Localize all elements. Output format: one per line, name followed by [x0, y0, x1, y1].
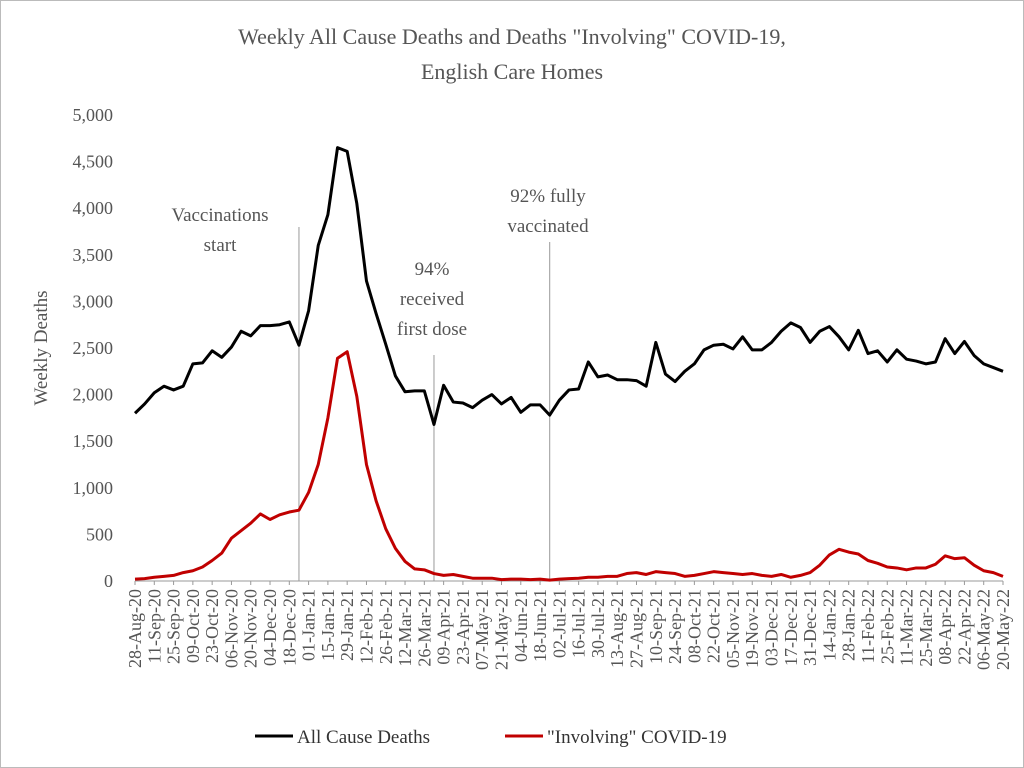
x-tick-label: 25-Sep-20: [164, 589, 184, 664]
legend-label: All Cause Deaths: [297, 727, 430, 748]
annotation: 92% fully: [510, 186, 586, 207]
series-line: [133, 146, 1004, 426]
annotation: first dose: [397, 319, 467, 340]
x-tick-label: 30-Jul-21: [588, 589, 608, 658]
legend-label: "Involving" COVID-19: [547, 727, 727, 748]
x-tick-label: 04-Dec-20: [260, 589, 280, 666]
x-tick-label: 16-Jul-21: [569, 589, 589, 658]
x-tick-label: 28-Aug-20: [125, 589, 145, 668]
y-tick-label: 4,500: [73, 152, 114, 172]
x-tick-label: 18-Jun-21: [530, 589, 550, 662]
y-tick-label: 500: [86, 524, 113, 544]
x-tick-label: 10-Sep-21: [646, 589, 666, 664]
x-tick-label: 06-May-22: [974, 589, 994, 670]
x-tick-label: 29-Jan-21: [337, 589, 357, 661]
y-tick-label: 2,500: [73, 338, 114, 358]
x-tick-label: 09-Apr-21: [434, 589, 454, 665]
x-tick-label: 28-Jan-22: [839, 589, 859, 661]
x-tick-label: 06-Nov-20: [221, 589, 241, 668]
x-tick-label: 25-Mar-22: [916, 589, 936, 667]
x-tick-label: 01-Jan-21: [299, 589, 319, 661]
y-tick-label: 4,000: [73, 198, 114, 218]
x-tick-label: 31-Dec-21: [800, 589, 820, 666]
x-tick-label: 22-Apr-22: [954, 589, 974, 665]
chart-title: English Care Homes: [421, 59, 603, 84]
x-tick-label: 17-Dec-21: [781, 589, 801, 666]
x-tick-label: 19-Nov-21: [742, 589, 762, 668]
x-tick-label: 18-Dec-20: [279, 589, 299, 666]
x-tick-label: 05-Nov-21: [723, 589, 743, 668]
x-tick-label: 11-Mar-22: [897, 589, 917, 666]
x-tick-label: 02-Jul-21: [549, 589, 569, 658]
x-tick-label: 20-May-22: [993, 589, 1013, 670]
x-tick-label: 20-Nov-20: [241, 589, 261, 668]
y-tick-label: 1,500: [73, 431, 114, 451]
x-tick-label: 12-Mar-21: [395, 589, 415, 667]
x-tick-label: 13-Aug-21: [607, 589, 627, 668]
annotation: Vaccinations: [171, 205, 268, 226]
x-tick-label: 09-Oct-20: [183, 589, 203, 663]
x-tick-label: 24-Sep-21: [665, 589, 685, 664]
x-tick-label: 25-Feb-22: [877, 589, 897, 664]
y-tick-label: 3,500: [73, 245, 114, 265]
annotation: start: [204, 235, 237, 256]
x-tick-label: 23-Apr-21: [453, 589, 473, 665]
x-tick-label: 11-Feb-22: [858, 589, 878, 663]
chart-title: Weekly All Cause Deaths and Deaths "Invo…: [238, 24, 786, 49]
y-axis-label: Weekly Deaths: [31, 290, 52, 405]
x-tick-label: 15-Jan-21: [318, 589, 338, 661]
y-tick-label: 2,000: [73, 385, 114, 405]
x-tick-label: 04-Jun-21: [511, 589, 531, 662]
x-tick-label: 07-May-21: [472, 589, 492, 670]
annotation: vaccinated: [507, 216, 589, 237]
y-tick-label: 5,000: [73, 105, 114, 125]
x-tick-label: 22-Oct-21: [704, 589, 724, 663]
x-tick-label: 26-Mar-21: [414, 589, 434, 667]
x-tick-label: 12-Feb-21: [356, 589, 376, 664]
y-tick-label: 1,000: [73, 478, 114, 498]
x-tick-label: 08-Apr-22: [935, 589, 955, 665]
annotation: 94%: [415, 259, 450, 280]
x-tick-label: 08-Oct-21: [684, 589, 704, 663]
x-tick-label: 11-Sep-20: [144, 589, 164, 663]
annotation: received: [400, 289, 465, 310]
y-tick-label: 0: [104, 571, 113, 591]
x-tick-label: 03-Dec-21: [762, 589, 782, 666]
x-tick-label: 23-Oct-20: [202, 589, 222, 663]
x-tick-label: 27-Aug-21: [627, 589, 647, 668]
y-tick-label: 3,000: [73, 291, 114, 311]
x-tick-label: 26-Feb-21: [376, 589, 396, 664]
x-tick-label: 14-Jan-22: [819, 589, 839, 661]
series-line: [134, 350, 1004, 582]
x-tick-label: 21-May-21: [491, 589, 511, 670]
